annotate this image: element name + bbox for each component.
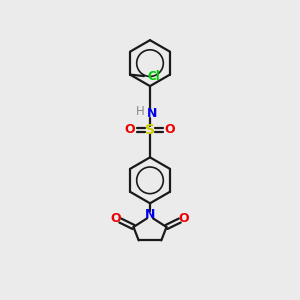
Text: O: O [125, 123, 135, 136]
Text: H: H [136, 105, 145, 118]
Text: Cl: Cl [148, 70, 160, 83]
Text: N: N [145, 208, 155, 221]
Text: O: O [111, 212, 122, 225]
Text: S: S [145, 123, 155, 137]
Text: O: O [178, 212, 189, 225]
Text: N: N [147, 107, 158, 120]
Text: O: O [165, 123, 175, 136]
